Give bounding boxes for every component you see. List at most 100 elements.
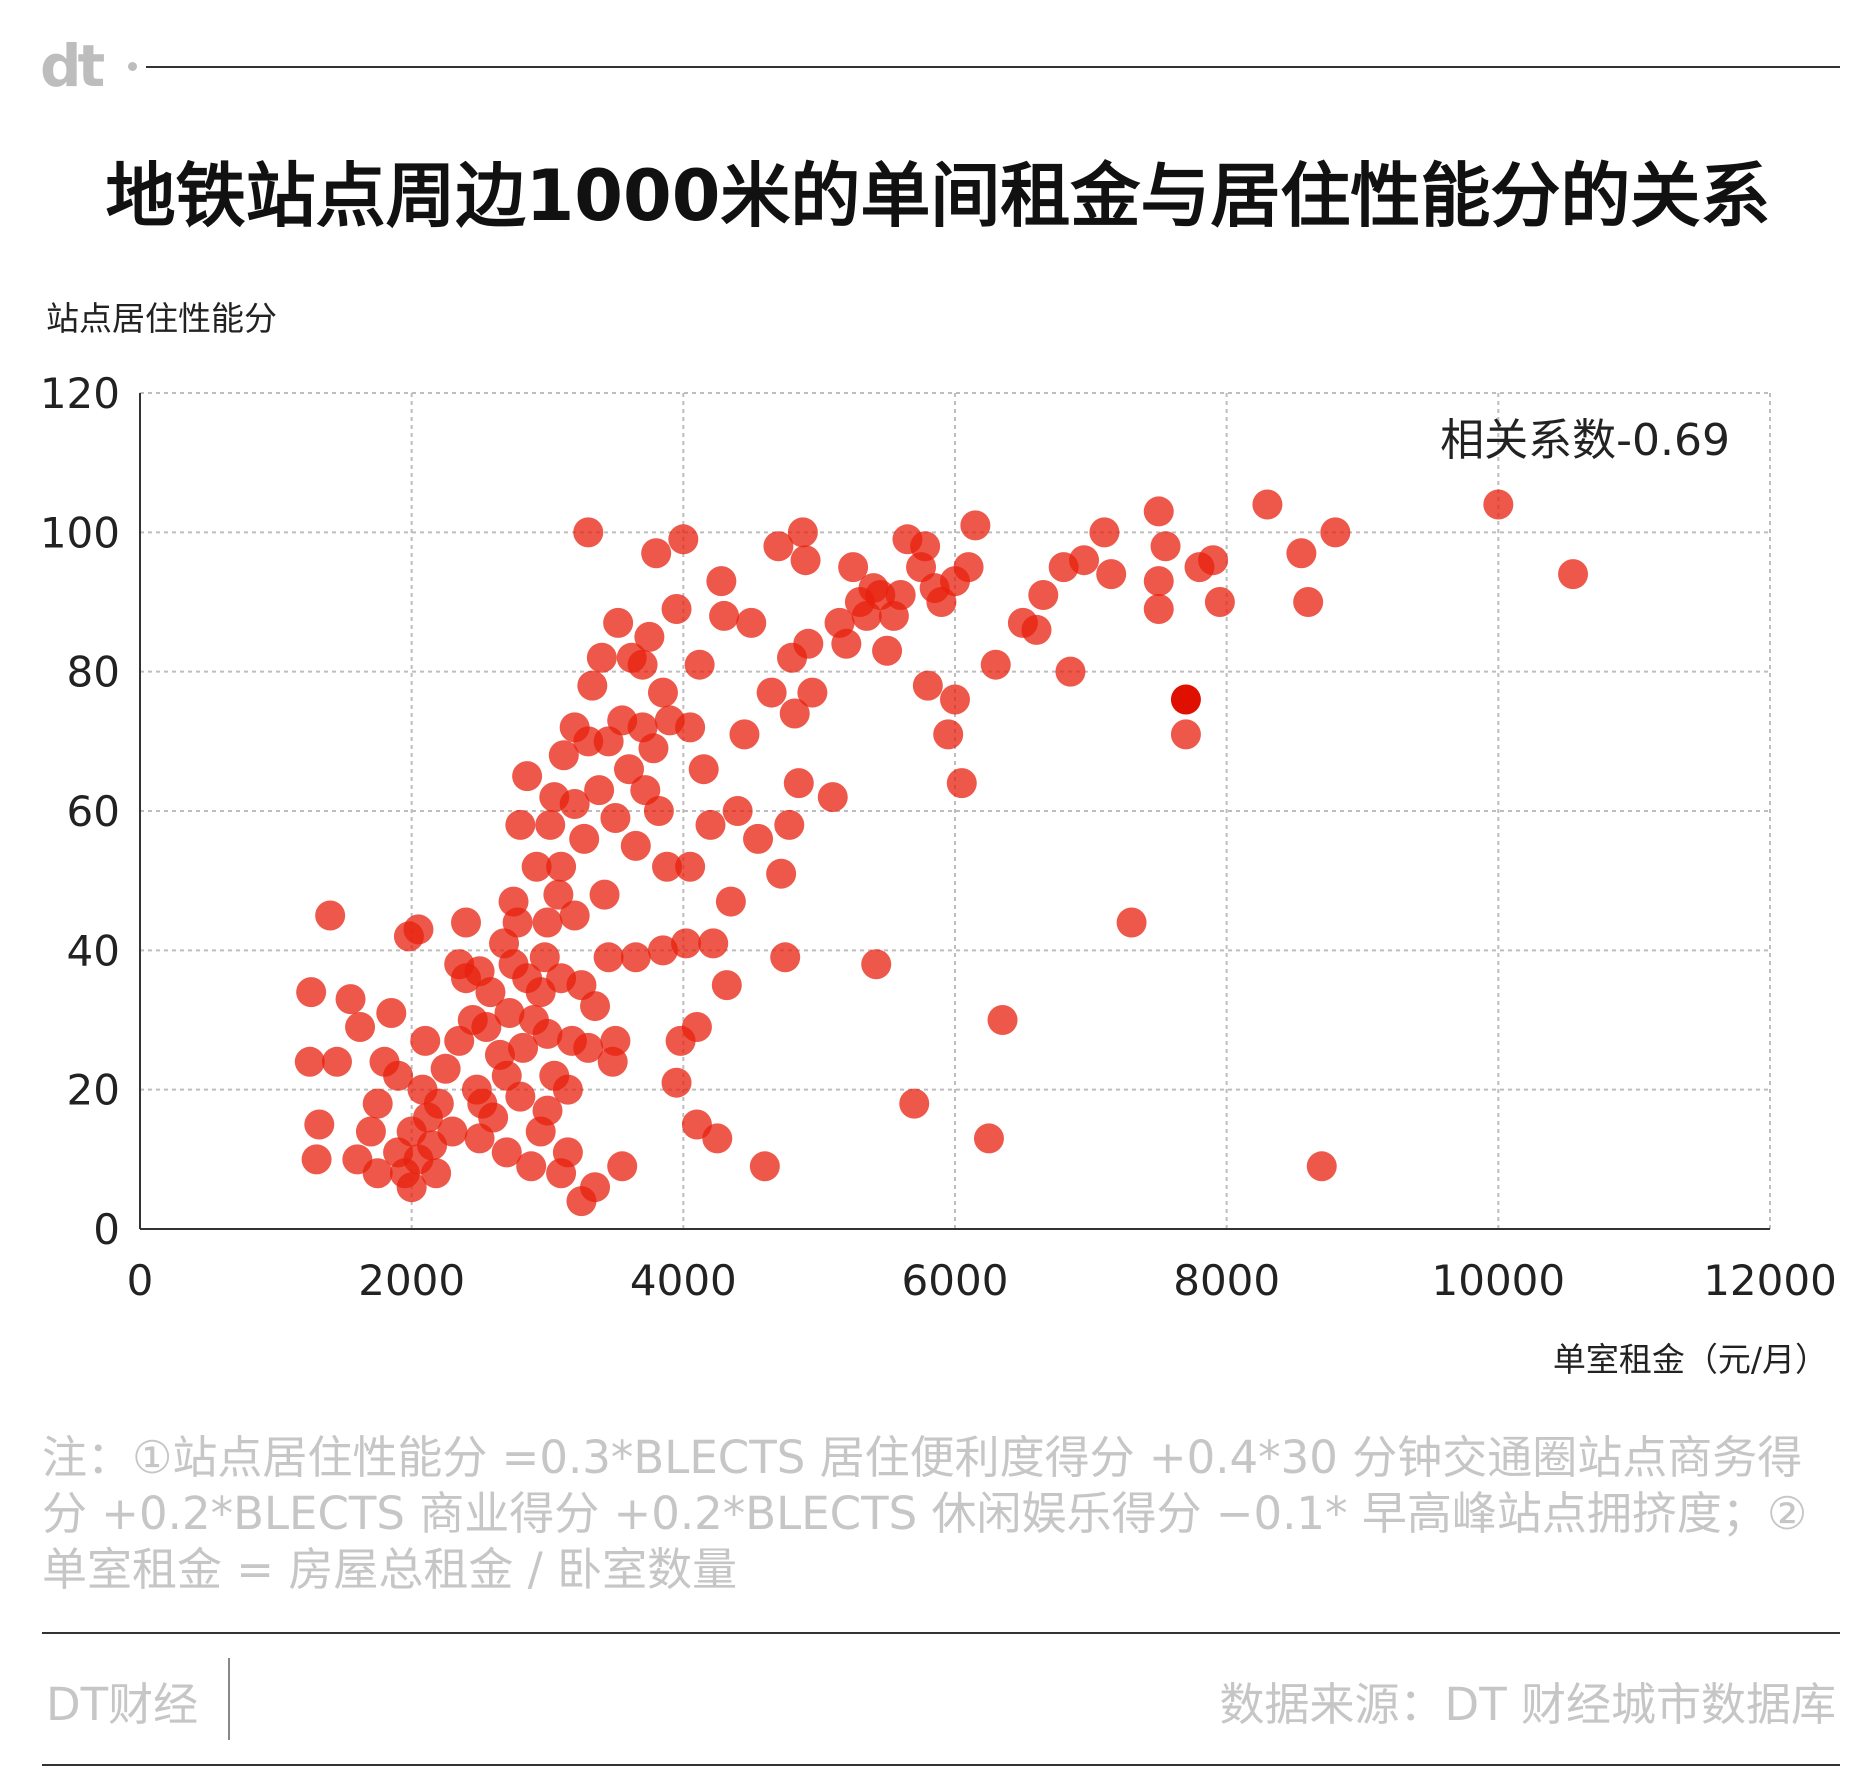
- scatter-point: [1150, 531, 1181, 562]
- scatter-point: [1252, 489, 1283, 520]
- scatter-point: [294, 1046, 325, 1077]
- scatter-point: [569, 823, 600, 854]
- scatter-point: [987, 1005, 1018, 1035]
- scatter-point: [766, 858, 797, 889]
- scatter-point: [423, 1088, 454, 1119]
- scatter-point: [910, 531, 941, 562]
- scatter-point: [774, 809, 805, 840]
- scatter-point: [396, 1172, 427, 1203]
- scatter-point: [516, 1151, 547, 1182]
- scatter-point: [296, 977, 327, 1008]
- scatter-point: [603, 607, 634, 638]
- scatter-point: [647, 677, 678, 708]
- scatter-point: [831, 628, 862, 659]
- scatter-point: [933, 719, 964, 750]
- scatter-point: [706, 566, 737, 597]
- scatter-point: [1293, 587, 1324, 617]
- scatter-point: [641, 538, 672, 569]
- scatter-point: [671, 928, 702, 959]
- scatter-point: [1143, 496, 1174, 527]
- scatter-point: [793, 628, 824, 659]
- scatter-point: [532, 907, 563, 938]
- scatter-point: [681, 1011, 712, 1042]
- scatter-point: [620, 830, 651, 861]
- scatter-point: [756, 677, 787, 708]
- scatter-point: [715, 886, 746, 917]
- scatter-point: [1483, 489, 1514, 520]
- grid-layer: [140, 392, 1771, 1229]
- scatter-point: [573, 1032, 604, 1063]
- scatter-point: [779, 698, 810, 729]
- scatter-point: [1028, 580, 1059, 611]
- footer-rule-bottom: [42, 1764, 1840, 1766]
- scatter-point: [376, 998, 407, 1029]
- brand-separator: [228, 1658, 230, 1740]
- highlight-point: [1170, 684, 1201, 715]
- scatter-point: [1116, 907, 1147, 938]
- scatter-point: [532, 1095, 563, 1126]
- scatter-point: [430, 1053, 461, 1084]
- scatter-point: [335, 984, 366, 1015]
- scatter-point: [698, 928, 729, 959]
- scatter-point: [421, 1158, 452, 1189]
- scatter-point: [695, 809, 726, 840]
- scatter-point: [600, 1025, 631, 1056]
- scatter-point: [729, 719, 760, 750]
- scatter-point: [770, 942, 801, 973]
- scatter-point: [797, 677, 828, 708]
- scatter-point: [1170, 719, 1201, 750]
- scatter-point: [362, 1158, 393, 1189]
- scatter-point: [790, 545, 821, 576]
- scatter-point: [1558, 559, 1589, 590]
- scatter-point: [475, 977, 506, 1008]
- scatter-point: [573, 517, 604, 548]
- scatter-point: [749, 1151, 780, 1182]
- scatter-point: [652, 851, 683, 882]
- scatter-point: [451, 907, 481, 938]
- scatter-point: [607, 1151, 638, 1182]
- y-axis-label: 站点居住性能分: [46, 299, 277, 338]
- scatter-point: [684, 649, 715, 680]
- scatter-point: [743, 823, 774, 854]
- scatter-point: [885, 580, 916, 611]
- scatter-point: [396, 1116, 427, 1147]
- scatter-point: [586, 642, 617, 673]
- scatter-point: [437, 1116, 468, 1147]
- scatter-point: [1143, 566, 1174, 597]
- scatter-point: [736, 607, 767, 638]
- scatter-point: [535, 809, 566, 840]
- y-tick-label: 20: [67, 1066, 120, 1115]
- scatter-point: [1089, 517, 1120, 548]
- scatter-point: [600, 802, 631, 833]
- scatter-point: [960, 510, 991, 541]
- scatter-point: [973, 1123, 1004, 1154]
- scatter-point: [1286, 538, 1317, 569]
- scatter-point: [872, 635, 903, 666]
- scatter-point: [1096, 559, 1127, 590]
- scatter-point: [709, 600, 740, 631]
- scatter-point: [1198, 545, 1229, 576]
- scatter-point: [722, 796, 753, 826]
- scatter-point: [940, 684, 970, 715]
- scatter-point: [643, 796, 674, 826]
- x-axis-label: 单室租金（元/月）: [1552, 1340, 1828, 1379]
- y-tick-label: 100: [40, 508, 120, 557]
- scatter-point: [580, 991, 611, 1022]
- x-tick-label: 6000: [902, 1256, 1009, 1305]
- scatter-point: [614, 754, 644, 785]
- source-label: 数据来源：DT 财经城市数据库: [1219, 1678, 1836, 1731]
- scatter-point: [410, 1025, 441, 1056]
- scatter-point: [1320, 517, 1351, 548]
- scatter-point: [383, 1060, 414, 1091]
- y-tick-label: 40: [67, 926, 120, 975]
- scatter-point: [1055, 656, 1086, 687]
- brand-label: DT财经: [46, 1678, 199, 1731]
- scatter-point: [787, 517, 818, 548]
- x-tick-label: 12000: [1703, 1256, 1837, 1305]
- scatter-point: [301, 1144, 332, 1175]
- scatter-point: [403, 914, 434, 945]
- scatter-chart: 0 2000 4000 6000 8000 10000 12000 0 20 40 60 80 100 1…: [40, 369, 1837, 1305]
- footer-rule-top: [42, 1632, 1840, 1634]
- scatter-point: [552, 1074, 583, 1105]
- scatter-point: [783, 768, 814, 799]
